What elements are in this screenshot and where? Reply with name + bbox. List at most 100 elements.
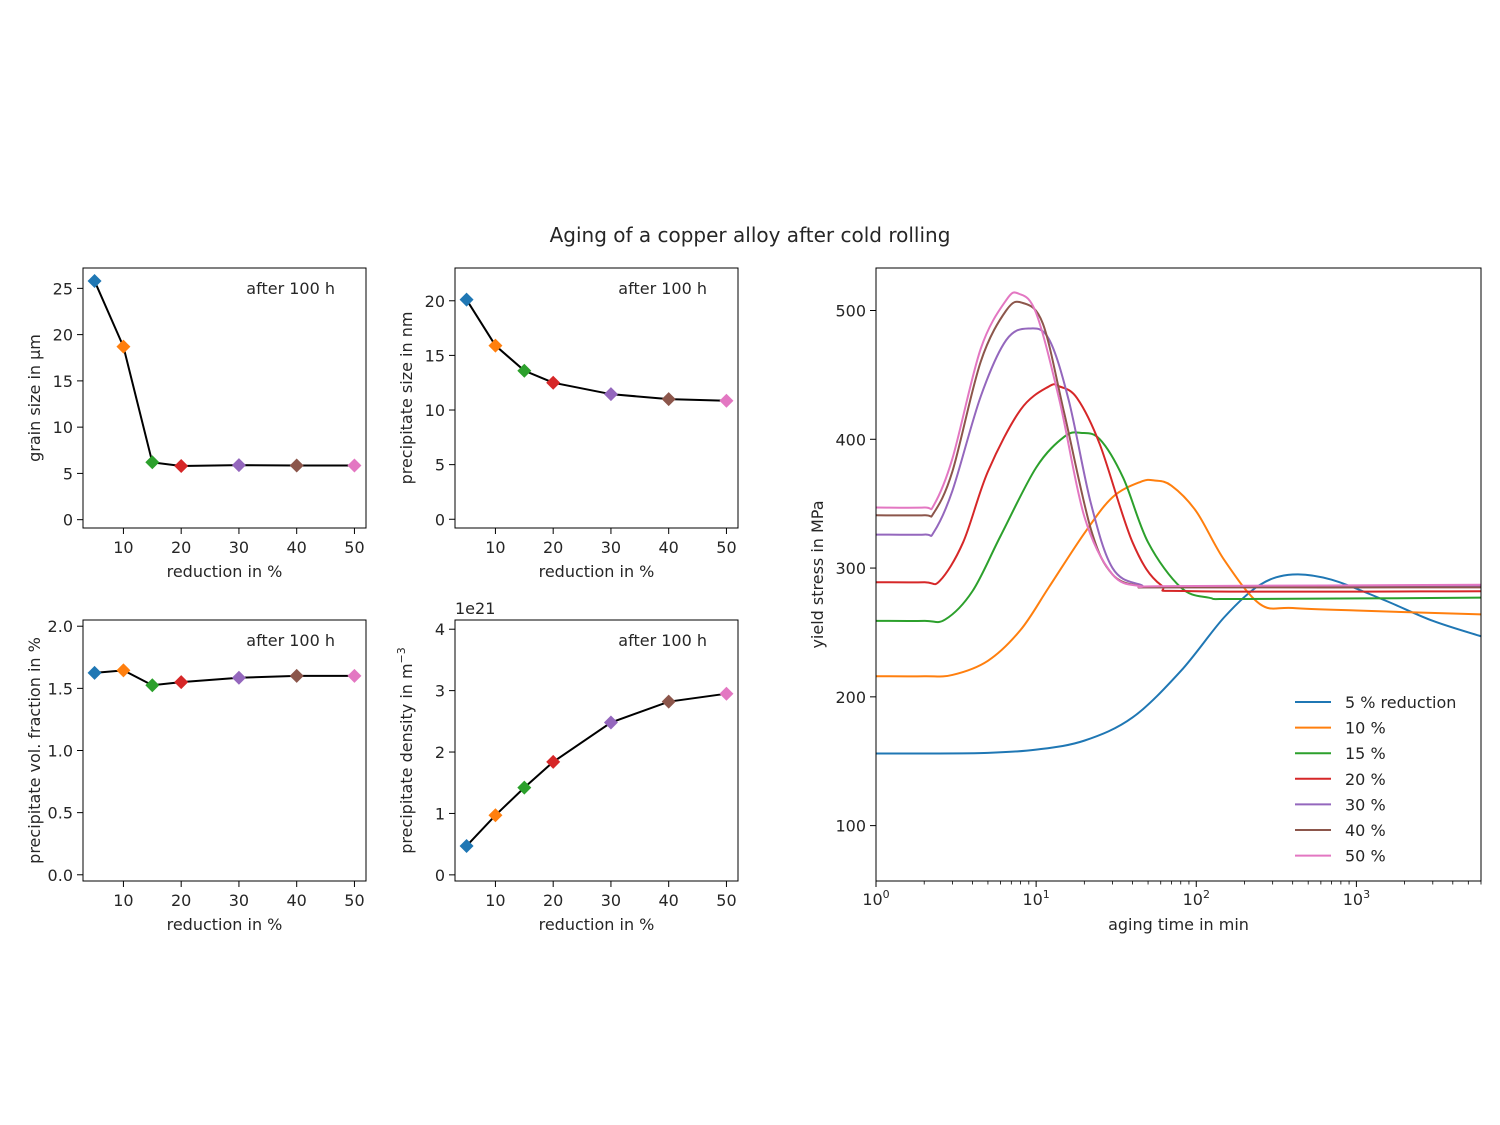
series-line-4 — [876, 383, 1481, 593]
y-axis-label: precipitate density in m−3 — [395, 647, 416, 854]
y-tick-label: 20 — [53, 326, 73, 345]
data-point — [145, 455, 160, 470]
y-tick-label: 5 — [63, 464, 73, 483]
x-tick-label: 20 — [171, 538, 191, 557]
legend-entry: 40 % — [1345, 821, 1386, 840]
x-tick-label: 20 — [171, 891, 191, 910]
data-point — [231, 458, 246, 473]
x-tick-base: 10 — [1183, 890, 1203, 909]
series-line-7 — [876, 291, 1481, 588]
y-tick-label: 1.5 — [48, 679, 73, 698]
y-tick-label: 0 — [435, 866, 445, 885]
y-tick-label: 20 — [425, 292, 445, 311]
y-tick-label: 15 — [53, 372, 73, 391]
y-tick-label: 5 — [435, 456, 445, 475]
x-tick-label: 103 — [1343, 888, 1370, 909]
y-tick-label: 100 — [835, 817, 866, 836]
data-point — [347, 458, 362, 473]
axes-grain: 10 20 30 40 50 0 5 10 15 20 25 after 100 h reduction… — [25, 267, 367, 581]
axes-frame — [454, 619, 739, 882]
y-offset-text: 1e21 — [455, 599, 495, 618]
panel-annotation: after 100 h — [246, 631, 335, 650]
axes-frame — [82, 267, 367, 529]
x-tick-label: 50 — [716, 891, 736, 910]
data-point — [719, 686, 734, 701]
y-axis-label-text: precipitate density in m — [397, 663, 416, 853]
x-tick-label: 40 — [659, 538, 679, 557]
x-tick-label: 20 — [543, 891, 563, 910]
x-tick-label: 10 — [485, 538, 505, 557]
x-tick-label: 40 — [659, 891, 679, 910]
data-point — [174, 459, 189, 474]
data-point — [116, 663, 131, 678]
x-axis-label: reduction in % — [167, 915, 283, 934]
data-point — [87, 273, 102, 288]
x-tick-label: 30 — [601, 891, 621, 910]
x-tick-exponent: 3 — [1363, 888, 1370, 901]
y-axis-label: precipitate vol. fraction in % — [25, 637, 44, 864]
data-point — [661, 392, 676, 407]
data-point — [145, 678, 160, 693]
y-tick-label: 15 — [425, 346, 445, 365]
data-point — [546, 375, 561, 390]
data-point — [459, 292, 474, 307]
y-tick-label: 2 — [435, 743, 445, 762]
data-point — [488, 808, 503, 823]
axes-pdens: 10 20 30 40 50 0 1 2 3 4 after 100 h reduction in %… — [395, 599, 739, 934]
series-line-3 — [876, 431, 1481, 624]
y-axis-label-text: precipitate vol. fraction in % — [25, 637, 44, 864]
data-point — [517, 363, 532, 378]
y-tick-label: 0.5 — [48, 804, 73, 823]
data-point — [661, 694, 676, 709]
x-axis-label: reduction in % — [167, 562, 283, 581]
data-point — [603, 715, 618, 730]
y-axis-label-superscript: −3 — [395, 647, 408, 663]
axes-frame — [454, 267, 739, 529]
y-axis-label: yield stress in MPa — [808, 500, 827, 648]
y-axis-label: grain size in µm — [25, 334, 44, 462]
data-point — [289, 668, 304, 683]
x-tick-label: 30 — [229, 538, 249, 557]
y-tick-label: 200 — [835, 688, 866, 707]
legend-entry: 30 % — [1345, 795, 1386, 814]
y-tick-label: 10 — [53, 418, 73, 437]
axes-psize: 10 20 30 40 50 0 5 10 15 20 after 100 h reduction i… — [397, 267, 739, 581]
x-axis-label: reduction in % — [539, 562, 655, 581]
x-tick-base: 10 — [862, 890, 882, 909]
y-tick-label: 1.0 — [48, 742, 73, 761]
y-tick-label: 400 — [835, 430, 866, 449]
x-tick-label: 50 — [344, 538, 364, 557]
x-tick-exponent: 2 — [1203, 888, 1210, 901]
legend-entry: 20 % — [1345, 770, 1386, 789]
data-point — [174, 675, 189, 690]
data-point — [517, 780, 532, 795]
panel-annotation: after 100 h — [246, 279, 335, 298]
y-tick-label: 3 — [435, 682, 445, 701]
panel-annotation: after 100 h — [618, 279, 707, 298]
data-point — [289, 458, 304, 473]
legend-entry: 10 % — [1345, 719, 1386, 738]
x-tick-label: 101 — [1022, 888, 1049, 909]
x-tick-label: 30 — [229, 891, 249, 910]
data-point — [347, 668, 362, 683]
y-axis-label: precipitate size in nm — [397, 312, 416, 485]
y-tick-label: 10 — [425, 401, 445, 420]
x-tick-label: 50 — [344, 891, 364, 910]
y-tick-label: 0.0 — [48, 866, 73, 885]
x-tick-label: 10 — [113, 891, 133, 910]
y-axis-label-text: precipitate size in nm — [397, 312, 416, 485]
x-tick-label: 30 — [601, 538, 621, 557]
legend-entry: 5 % reduction — [1345, 693, 1456, 712]
panel-annotation: after 100 h — [618, 631, 707, 650]
x-tick-exponent: 1 — [1043, 888, 1050, 901]
x-axis-label: reduction in % — [539, 915, 655, 934]
y-tick-label: 25 — [53, 279, 73, 298]
y-axis-label-text: grain size in µm — [25, 334, 44, 462]
x-tick-label: 20 — [543, 538, 563, 557]
data-point — [603, 387, 618, 402]
series-line-2 — [876, 478, 1481, 678]
x-tick-label: 50 — [716, 538, 736, 557]
data-point — [87, 665, 102, 680]
